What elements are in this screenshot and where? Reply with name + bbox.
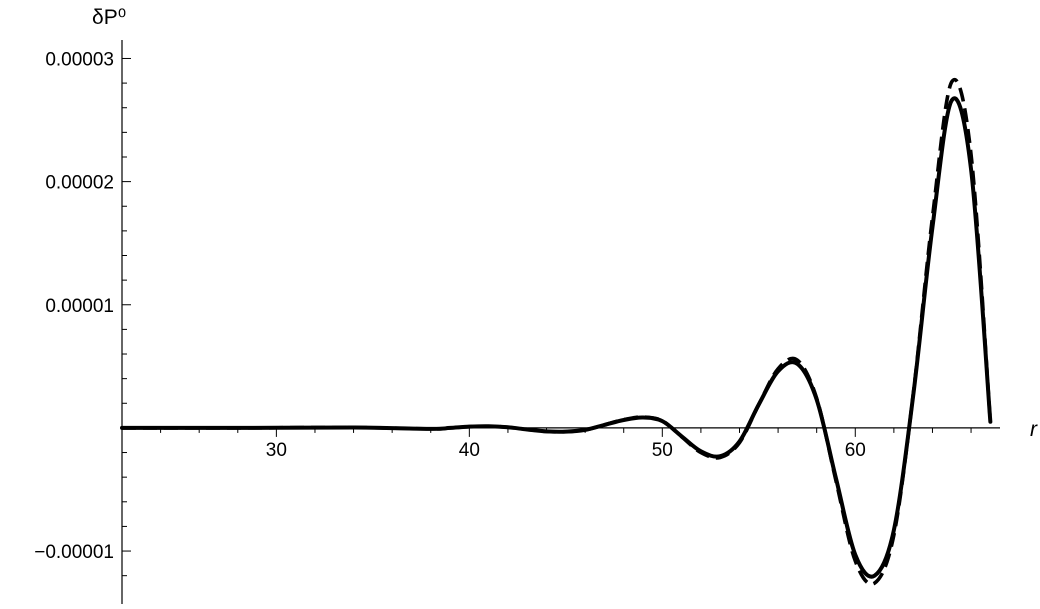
y-axis-ticks: −0.00001 0.00001 0.00002 0.00003 <box>34 49 131 577</box>
axes <box>121 40 1000 604</box>
y-tick-label: −0.00001 <box>34 542 114 563</box>
x-tick-label: 50 <box>652 440 673 461</box>
series-layer <box>120 78 993 586</box>
y-tick-label: 0.00001 <box>45 296 114 317</box>
series-dashed-line <box>121 78 993 586</box>
y-tick-label: 0.00003 <box>45 49 114 70</box>
series-solid-line <box>120 96 993 579</box>
x-axis-label: r <box>1030 418 1038 441</box>
x-tick-label: 60 <box>845 440 866 461</box>
x-tick-label: 30 <box>266 440 287 461</box>
y-axis-label: δP⁰ <box>92 6 126 29</box>
y-tick-label: 0.00002 <box>45 173 114 194</box>
x-tick-label: 40 <box>459 440 480 461</box>
